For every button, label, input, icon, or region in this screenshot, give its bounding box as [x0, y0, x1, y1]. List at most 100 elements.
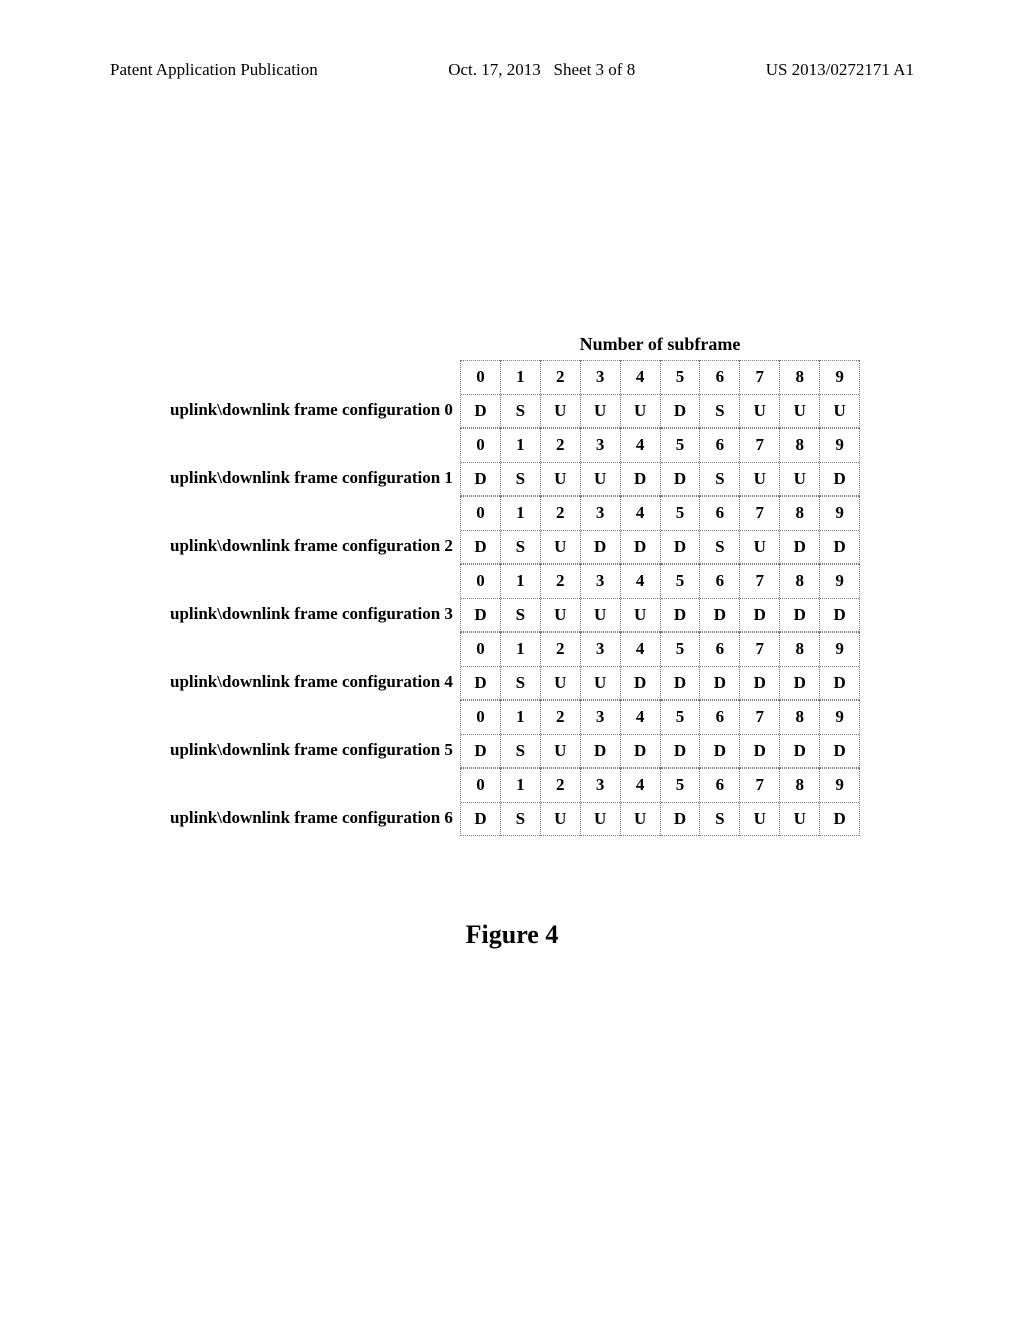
- config-col-1: 1S: [500, 564, 540, 632]
- config-col-3: 3U: [580, 428, 620, 496]
- header-cell: 4: [621, 564, 660, 598]
- config-col-0: 0D: [460, 496, 500, 564]
- config-col-6: 6D: [699, 700, 739, 768]
- config-col-6: 6D: [699, 564, 739, 632]
- header-left: Patent Application Publication: [110, 60, 318, 80]
- config-col-6: 6S: [699, 428, 739, 496]
- header-cell: 3: [581, 496, 620, 530]
- value-cell: D: [661, 462, 700, 497]
- config-col-9: 9D: [819, 700, 860, 768]
- value-cell: D: [621, 666, 660, 701]
- figure-caption: Figure 4: [0, 920, 1024, 950]
- value-cell: U: [621, 598, 660, 633]
- header-cell: 9: [820, 564, 859, 598]
- header-cell: 0: [461, 700, 500, 734]
- header-cell: 9: [820, 700, 859, 734]
- value-cell: U: [541, 802, 580, 837]
- config-col-4: 4D: [620, 496, 660, 564]
- config-col-3: 3D: [580, 496, 620, 564]
- value-cell: U: [581, 598, 620, 633]
- header-cell: 9: [820, 428, 859, 462]
- table-wrapper: Number of subframe uplink\downlink frame…: [170, 360, 860, 836]
- value-cell: D: [820, 598, 859, 633]
- config-row-2: uplink\downlink frame configuration 20D1…: [170, 496, 860, 564]
- config-col-4: 4U: [620, 564, 660, 632]
- header-cell: 0: [461, 360, 500, 394]
- value-cell: D: [780, 666, 819, 701]
- config-col-9: 9D: [819, 632, 860, 700]
- config-col-8: 8U: [779, 360, 819, 428]
- value-cell: D: [461, 530, 500, 565]
- config-col-6: 6D: [699, 632, 739, 700]
- config-label: uplink\downlink frame configuration 5: [170, 700, 460, 768]
- header-cell: 9: [820, 632, 859, 666]
- config-label: uplink\downlink frame configuration 2: [170, 496, 460, 564]
- config-col-7: 7U: [739, 428, 779, 496]
- value-cell: U: [621, 802, 660, 837]
- value-cell: D: [740, 734, 779, 769]
- header-cell: 1: [501, 700, 540, 734]
- value-cell: D: [700, 598, 739, 633]
- config-col-4: 4U: [620, 360, 660, 428]
- config-col-1: 1S: [500, 700, 540, 768]
- header-cell: 0: [461, 564, 500, 598]
- config-col-0: 0D: [460, 768, 500, 836]
- config-label: uplink\downlink frame configuration 0: [170, 360, 460, 428]
- config-col-8: 8D: [779, 632, 819, 700]
- config-col-2: 2U: [540, 428, 580, 496]
- config-col-5: 5D: [660, 768, 700, 836]
- config-grid: 0D1S2U3U4D5D6D7D8D9D: [460, 632, 860, 700]
- config-label: uplink\downlink frame configuration 6: [170, 768, 460, 836]
- value-cell: D: [700, 666, 739, 701]
- config-col-7: 7U: [739, 360, 779, 428]
- config-col-5: 5D: [660, 700, 700, 768]
- header-cell: 4: [621, 496, 660, 530]
- header-cell: 0: [461, 632, 500, 666]
- header-cell: 4: [621, 700, 660, 734]
- config-col-7: 7D: [739, 564, 779, 632]
- config-col-5: 5D: [660, 360, 700, 428]
- value-cell: D: [661, 802, 700, 837]
- header-cell: 5: [661, 700, 700, 734]
- value-cell: D: [740, 598, 779, 633]
- value-cell: U: [541, 598, 580, 633]
- header-cell: 8: [780, 496, 819, 530]
- value-cell: S: [501, 802, 540, 837]
- value-cell: U: [621, 394, 660, 429]
- config-col-2: 2U: [540, 700, 580, 768]
- value-cell: U: [780, 802, 819, 837]
- config-col-7: 7U: [739, 496, 779, 564]
- config-col-6: 6S: [699, 360, 739, 428]
- config-row-1: uplink\downlink frame configuration 10D1…: [170, 428, 860, 496]
- value-cell: D: [621, 462, 660, 497]
- header-cell: 1: [501, 632, 540, 666]
- header-cell: 2: [541, 360, 580, 394]
- config-label: uplink\downlink frame configuration 4: [170, 632, 460, 700]
- value-cell: D: [740, 666, 779, 701]
- value-cell: D: [461, 598, 500, 633]
- config-col-3: 3U: [580, 768, 620, 836]
- header-cell: 7: [740, 360, 779, 394]
- config-col-0: 0D: [460, 700, 500, 768]
- config-label: uplink\downlink frame configuration 3: [170, 564, 460, 632]
- config-label: uplink\downlink frame configuration 1: [170, 428, 460, 496]
- config-col-5: 5D: [660, 632, 700, 700]
- header-cell: 3: [581, 632, 620, 666]
- header-cell: 3: [581, 700, 620, 734]
- value-cell: U: [581, 462, 620, 497]
- value-cell: U: [581, 394, 620, 429]
- header-cell: 7: [740, 632, 779, 666]
- config-col-4: 4U: [620, 768, 660, 836]
- config-col-0: 0D: [460, 564, 500, 632]
- config-col-6: 6S: [699, 496, 739, 564]
- value-cell: D: [661, 666, 700, 701]
- value-cell: U: [581, 666, 620, 701]
- header-cell: 8: [780, 632, 819, 666]
- header-cell: 3: [581, 564, 620, 598]
- header-cell: 1: [501, 564, 540, 598]
- config-grid: 0D1S2U3U4U5D6D7D8D9D: [460, 564, 860, 632]
- config-col-1: 1S: [500, 768, 540, 836]
- value-cell: D: [621, 530, 660, 565]
- header-cell: 7: [740, 428, 779, 462]
- header-cell: 3: [581, 768, 620, 802]
